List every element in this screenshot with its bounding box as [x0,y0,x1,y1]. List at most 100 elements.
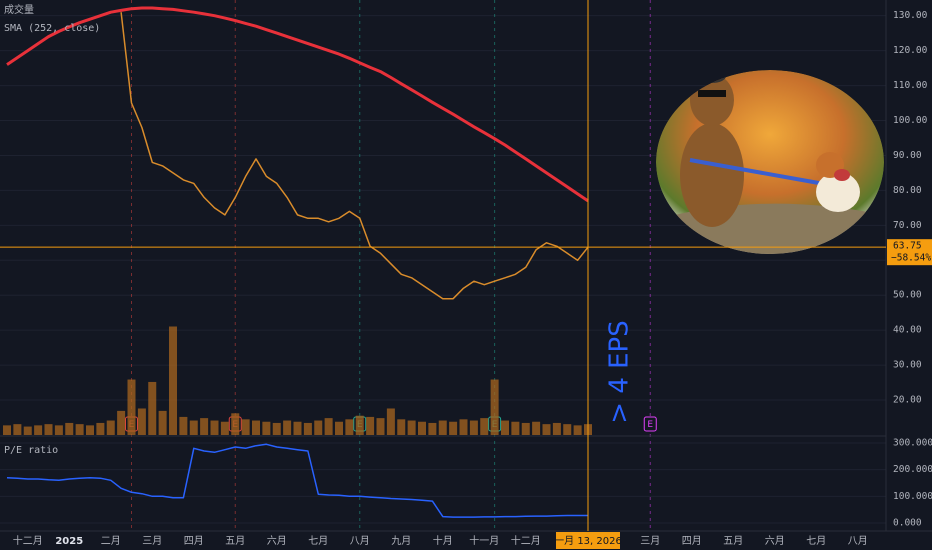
volume-bar [189,420,198,435]
volume-bar [13,424,22,435]
volume-bar [127,379,136,435]
volume-bar [407,420,416,435]
volume-bar [303,422,312,435]
volume-bar [563,424,572,435]
x-tick-label: 十一月 [469,534,499,547]
eps-annotation: > 4 EPS [605,320,635,423]
volume-bar [573,425,582,435]
volume-bar [480,418,489,435]
y-tick-label: 30.00 [893,360,922,371]
volume-legend: 成交量 [4,3,34,16]
volume-bar [376,418,385,435]
x-tick-label: 七月 [308,535,328,547]
volume-bar [231,413,240,435]
volume-bar [511,421,520,435]
last-price-label: 63.75 [893,241,922,252]
series-line [120,12,589,300]
volume-bar [220,421,229,435]
x-tick-label: 五月 [225,535,245,547]
y-tick-label: 130.00 [893,10,928,21]
volume-bar [324,418,333,435]
y-tick-label: 110.00 [893,80,928,91]
series-line [6,6,589,203]
volume-bar [418,421,426,435]
volume-bar [148,381,157,435]
volume-bar [490,379,499,435]
y-tick-label: 120.00 [893,45,928,56]
x-tick-label: 八月 [848,535,868,547]
series-line [6,443,588,518]
volume-bar [345,419,354,435]
volume-bar [438,420,447,435]
y-tick-label: 300.000 [893,438,932,449]
volume-bar [552,422,561,435]
volume-bar [106,420,115,435]
volume-bar [241,419,250,435]
volume-bar [44,424,53,435]
volume-bar [3,425,11,435]
volume-bar [54,425,63,435]
volume-bar [335,421,343,435]
volume-bar [459,419,468,435]
x-tick-label: 十二月 [511,534,541,547]
volume-bar [210,420,219,435]
volume-bar [262,421,271,435]
volume-bar [75,424,84,435]
volume-bar [272,422,281,435]
volume-bar [65,422,74,435]
volume-bar [34,425,43,435]
volume-bar [428,422,437,435]
x-tick-label: 四月 [184,535,204,547]
volume-bar [293,421,302,435]
x-tick-label: 十月 [433,534,453,547]
x-tick-label: 六月 [267,535,287,547]
x-tick-label: 二月 [101,535,121,547]
y-tick-label: 20.00 [893,395,922,406]
y-tick-label: 100.00 [893,115,928,126]
volume-bar [169,326,177,435]
price-label-box [887,239,932,266]
x-tick-label: 一月 13, 2026 [554,535,622,547]
x-tick-label: 十二月 [13,534,43,547]
volume-bar [283,420,292,435]
volume-bar [397,419,406,435]
volume-bar [469,420,478,435]
x-tick-label: 七月 [806,535,826,547]
x-tick-label: 六月 [765,535,785,547]
earnings-label: E [647,420,653,430]
y-tick-label: 100.000 [893,491,932,502]
earnings-badge [643,416,657,432]
volume-bar [542,424,551,435]
x-tick-label: 五月 [723,535,743,547]
crosshair-date-box [556,532,620,549]
volume-bar [314,420,323,435]
volume-bar [521,422,530,435]
y-tick-label: 80.00 [893,185,922,196]
x-tick-label: 八月 [350,535,370,547]
x-tick-label: 四月 [682,535,702,547]
pe-title: P/E ratio [4,445,58,456]
volume-bar [86,425,94,435]
volume-bar [532,421,541,435]
volume-bar [137,408,146,435]
volume-bar [179,416,188,435]
y-tick-label: 0.000 [893,518,922,529]
volume-bar [158,410,167,435]
volume-bar [366,416,375,435]
x-tick-label: 三月 [142,535,162,547]
volume-bar [117,410,126,435]
y-tick-label: 90.00 [893,150,922,161]
volume-bar [200,418,209,435]
x-tick-label: 三月 [640,535,660,547]
volume-bar [355,415,364,435]
volume-bar [23,426,32,435]
volume-bar [449,421,458,435]
volume-bar [96,422,105,435]
volume-bar [386,408,395,435]
y-tick-label: 70.00 [893,220,922,231]
x-tick-label: 2025 [55,536,83,547]
change-label: −58.54% [891,253,931,264]
x-tick-label: 九月 [391,535,411,547]
